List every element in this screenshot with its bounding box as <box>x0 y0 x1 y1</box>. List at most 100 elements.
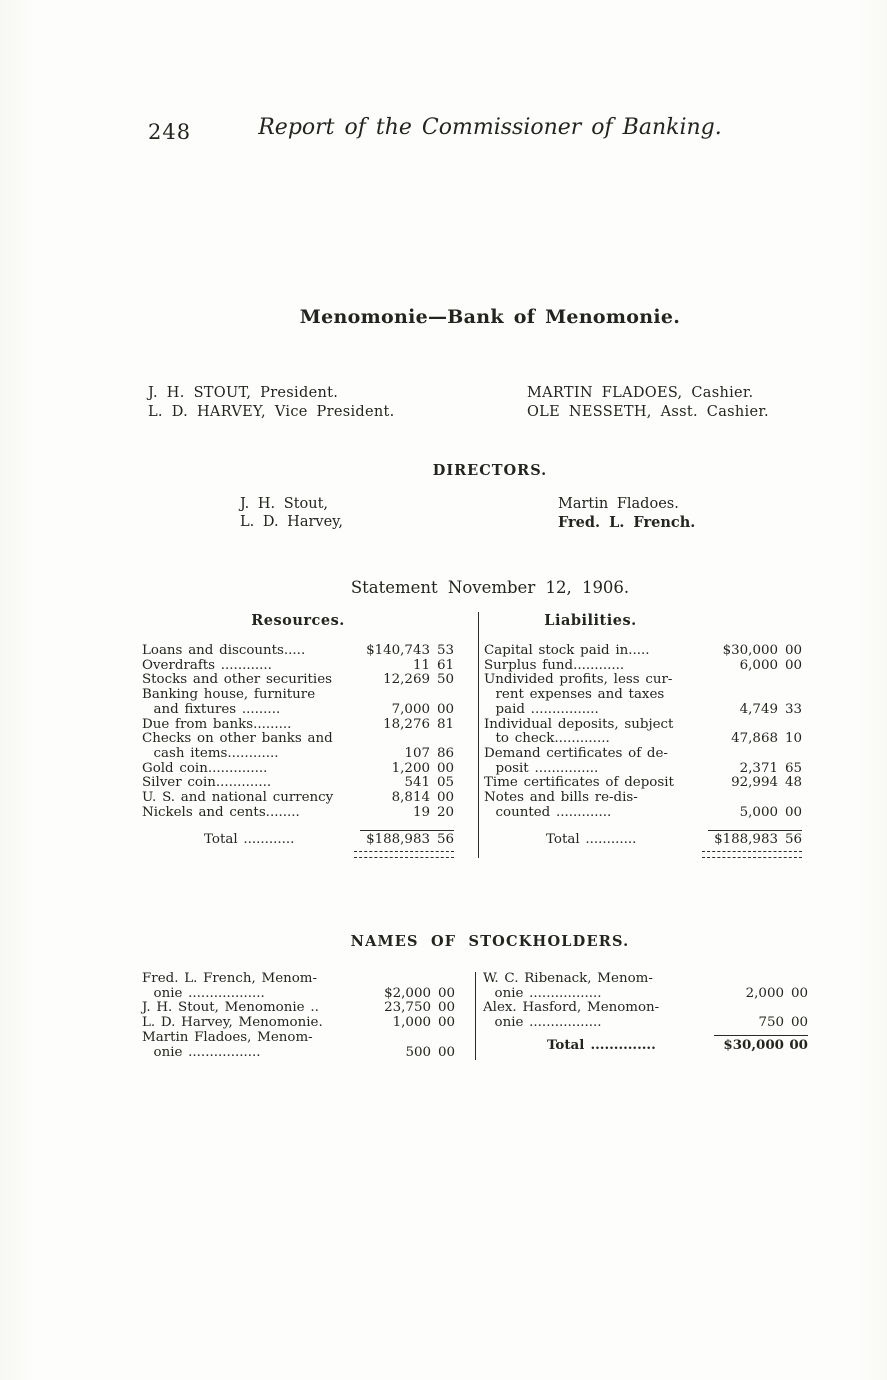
row-cents: 00 <box>436 790 454 806</box>
directors-left: J. H. Stout, L. D. Harvey, <box>240 496 343 531</box>
row-label: Due from banks......... <box>142 716 292 732</box>
row-dollars: 8,814 <box>391 790 430 806</box>
resources-total-row: Total ............ $188,983 56 <box>142 830 454 848</box>
row-dollars: 1,200 <box>391 760 430 776</box>
ledger-row: Demand certificates of de- posit .......… <box>484 745 802 776</box>
liabilities-column: Liabilities. Capital stock paid in..... $… <box>478 612 840 859</box>
page-title: Menomonie—Bank of Menomonie. <box>299 306 681 328</box>
running-head: 248 Report of the Commissioner of Bankin… <box>0 0 887 144</box>
stockholder-row: Fred. L. French, Menom- onie ...........… <box>142 971 455 1001</box>
row-label: Undivided profits, less cur- rent expens… <box>484 672 673 717</box>
total-label: Total .............. <box>547 1036 656 1053</box>
ledger-row: Capital stock paid in..... $30,000 00 <box>484 643 802 659</box>
stockholders-right-column: W. C. Ribenack, Menom- onie ............… <box>475 971 840 1061</box>
ledger-row: Silver coin............. 541 05 <box>142 776 454 791</box>
row-cents: 33 <box>784 701 802 717</box>
ledger-row: Checks on other banks and cash items....… <box>142 731 454 761</box>
directors-section: J. H. Stout, L. D. Harvey, Martin Fladoe… <box>0 496 887 538</box>
directors-right: Martin Fladoes. Fred. L. French. <box>558 496 695 531</box>
row-label: J. H. Stout, Menomonie .. <box>142 1000 319 1016</box>
total-cents: 00 <box>789 1036 808 1053</box>
directors-heading: DIRECTORS. <box>432 462 548 479</box>
row-cents: 00 <box>790 1015 808 1031</box>
row-label: L. D. Harvey, Menomonie. <box>142 1015 323 1031</box>
officers-section: J. H. STOUT, President. L. D. HARVEY, Vi… <box>148 384 848 428</box>
officer-line: J. H. STOUT, President. <box>148 385 339 401</box>
stockholders-heading: NAMES OF STOCKHOLDERS. <box>350 933 630 950</box>
row-dollars: 19 <box>412 804 430 820</box>
row-dollars: 7,000 <box>391 701 430 717</box>
stockholder-row: J. H. Stout, Menomonie .. 23,750 00 <box>142 1001 455 1016</box>
row-cents: 61 <box>436 657 454 673</box>
row-cents: 00 <box>784 804 802 820</box>
row-label: Time certificates of deposit <box>484 775 674 791</box>
officers-left: J. H. STOUT, President. L. D. HARVEY, Vi… <box>148 384 395 422</box>
row-label: Silver coin............. <box>142 775 272 791</box>
row-label: Capital stock paid in..... <box>484 643 650 658</box>
row-label: Nickels and cents........ <box>142 804 300 820</box>
row-dollars: $140,743 <box>366 643 430 658</box>
liabilities-heading: Liabilities. <box>544 612 637 629</box>
total-dollars: $30,000 <box>723 1036 784 1053</box>
row-cents: 00 <box>436 701 454 717</box>
total-cents: 56 <box>784 832 802 848</box>
row-dollars: $2,000 <box>384 985 431 1001</box>
stockholders-table: Fred. L. French, Menom- onie ...........… <box>140 971 840 1061</box>
row-dollars: 5,000 <box>739 804 778 820</box>
row-dollars: 2,000 <box>745 985 784 1001</box>
page-number: 248 <box>148 120 192 144</box>
running-title: Report of the Commissioner of Banking. <box>258 115 722 140</box>
statement-heading: Statement November 12, 1906. <box>350 578 630 597</box>
row-cents: 65 <box>784 760 802 776</box>
row-label: Checks on other banks and cash items....… <box>142 731 333 761</box>
row-cents: 81 <box>436 716 454 732</box>
total-dollars: $188,983 <box>366 832 430 848</box>
row-dollars: 107 <box>404 745 430 761</box>
row-label: Individual deposits, subject to check...… <box>484 716 674 747</box>
officer-line: MARTIN FLADOES, Cashier. <box>527 385 754 401</box>
row-label: Overdrafts ............ <box>142 657 272 673</box>
row-cents: 00 <box>437 1000 455 1016</box>
row-label: Loans and discounts..... <box>142 643 306 658</box>
row-cents: 00 <box>790 985 808 1001</box>
row-dollars: 12,269 <box>383 672 430 688</box>
row-dollars: 2,371 <box>739 760 778 776</box>
row-label: Gold coin.............. <box>142 760 268 776</box>
ledger-row: Loans and discounts..... $140,743 53 <box>142 643 454 659</box>
director-name: L. D. Harvey, <box>240 513 344 530</box>
row-cents: 00 <box>784 657 802 673</box>
row-label: W. C. Ribenack, Menom- onie ............… <box>483 971 653 1001</box>
ledger-row: U. S. and national currency 8,814 00 <box>142 790 454 806</box>
total-amount: $188,983 56 <box>708 830 802 848</box>
row-dollars: 750 <box>758 1015 784 1031</box>
stockholder-row: L. D. Harvey, Menomonie. 1,000 00 <box>142 1015 455 1031</box>
total-dollars: $188,983 <box>714 832 778 848</box>
row-dollars: 500 <box>405 1044 431 1060</box>
stockholders-left-column: Fred. L. French, Menom- onie ...........… <box>140 971 475 1060</box>
row-cents: 20 <box>436 804 454 820</box>
row-label: Martin Fladoes, Menom- onie ............… <box>142 1029 313 1060</box>
officers-right: MARTIN FLADOES, Cashier. OLE NESSETH, As… <box>527 384 769 422</box>
director-name: Fred. L. French. <box>558 513 696 531</box>
row-label: Demand certificates of de- posit .......… <box>484 745 668 776</box>
total-amount: $30,000 00 <box>714 1034 808 1053</box>
row-dollars: 4,749 <box>739 701 778 717</box>
row-cents: 53 <box>436 643 454 658</box>
row-cents: 86 <box>436 745 454 761</box>
ledger-row: Notes and bills re-dis- counted ........… <box>484 790 802 820</box>
double-rule <box>484 848 802 859</box>
row-label: Notes and bills re-dis- counted ........… <box>484 790 638 820</box>
ledger-row: Time certificates of deposit 92,994 48 <box>484 776 802 791</box>
stockholder-row: Martin Fladoes, Menom- onie ............… <box>142 1029 455 1060</box>
ledger-row: Nickels and cents........ 19 20 <box>142 804 454 821</box>
resources-column: Resources. Loans and discounts..... $140,… <box>140 612 478 859</box>
row-dollars: 23,750 <box>384 1000 431 1016</box>
row-dollars: 47,868 <box>731 731 778 747</box>
officer-line: OLE NESSETH, Asst. Cashier. <box>527 404 769 420</box>
row-dollars: 11 <box>412 657 430 673</box>
row-label: Fred. L. French, Menom- onie ...........… <box>142 971 318 1001</box>
row-cents: 05 <box>436 775 454 791</box>
row-cents: 48 <box>784 775 802 791</box>
ledger-row: Gold coin.............. 1,200 00 <box>142 760 454 777</box>
row-cents: 00 <box>784 643 802 658</box>
